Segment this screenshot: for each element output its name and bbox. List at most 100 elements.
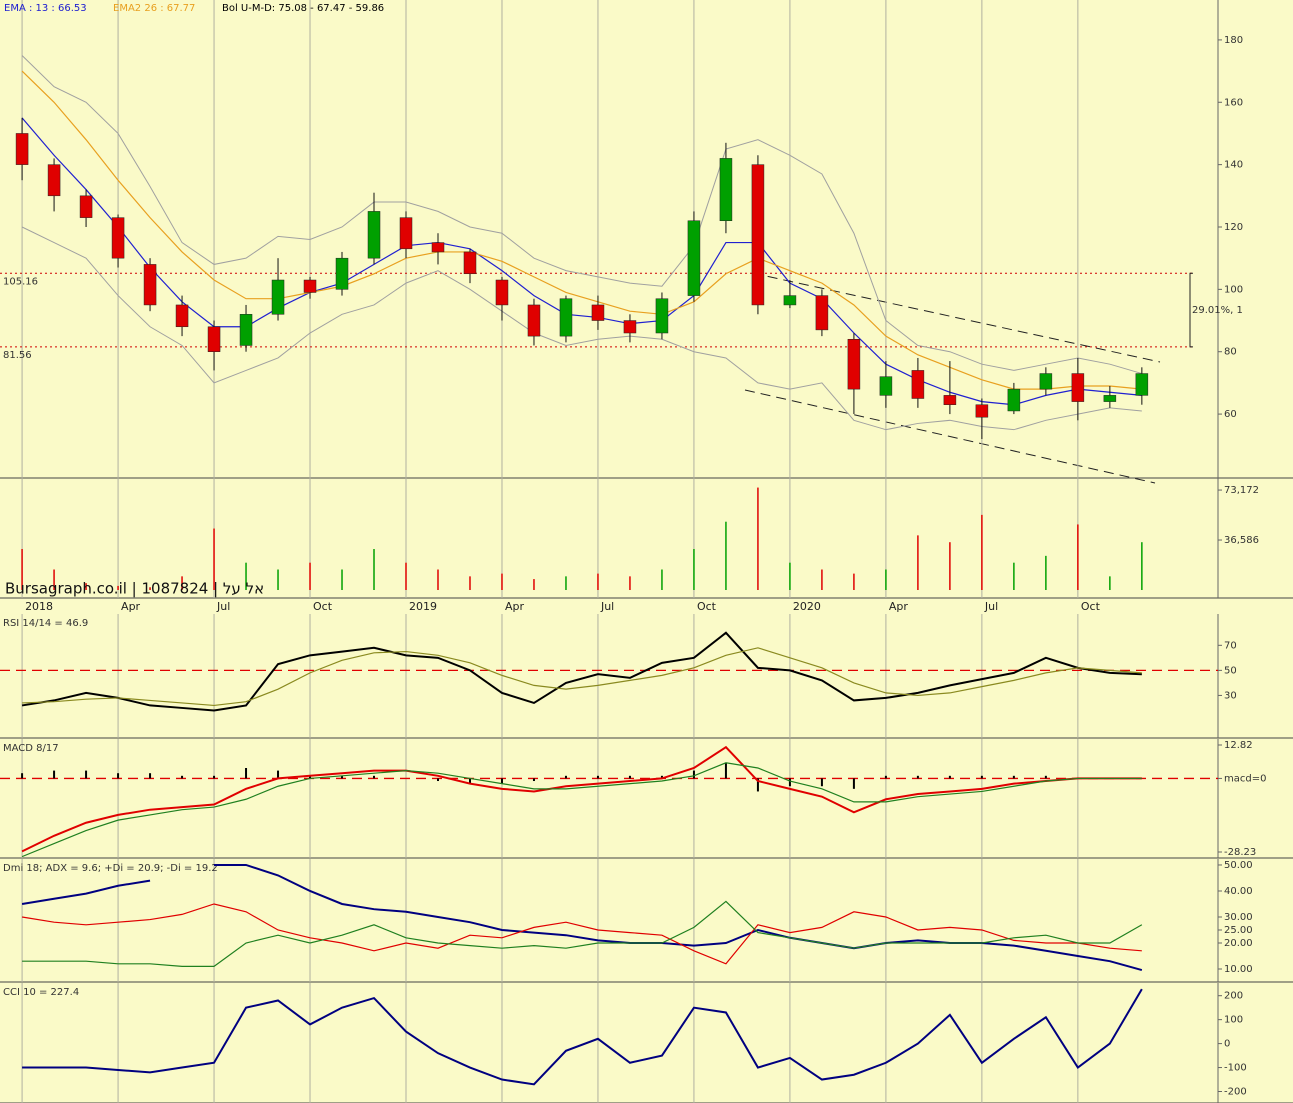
candle-body bbox=[47, 164, 61, 197]
y-tick-label: 30.00 bbox=[1224, 912, 1253, 923]
x-tick-label: Apr bbox=[505, 600, 525, 613]
candle-body bbox=[495, 279, 509, 306]
candle-body bbox=[207, 326, 221, 352]
indicator-line bbox=[21, 631, 1142, 712]
candle-body bbox=[847, 338, 861, 390]
trend-line bbox=[744, 389, 1156, 484]
candle-body bbox=[463, 251, 477, 275]
candle-body bbox=[335, 257, 349, 290]
level-label: 81.56 bbox=[3, 350, 32, 361]
y-tick-label: 25.00 bbox=[1224, 925, 1253, 936]
ema-line bbox=[21, 117, 1142, 406]
candle-body bbox=[975, 404, 989, 418]
y-tick-label: 60 bbox=[1224, 409, 1237, 420]
candle-body bbox=[911, 370, 925, 399]
indicator-line bbox=[21, 762, 1142, 858]
y-tick-label: 140 bbox=[1224, 160, 1243, 171]
candle-body bbox=[1007, 388, 1021, 412]
x-tick-label: Jul bbox=[600, 600, 614, 613]
y-tick-label: 100 bbox=[1224, 284, 1243, 295]
y-tick-label: 73,172 bbox=[1224, 485, 1259, 496]
y-tick-label: -28.23 bbox=[1224, 847, 1256, 858]
x-tick-label: 2018 bbox=[25, 600, 53, 613]
trend-line bbox=[751, 272, 1161, 363]
indicator-line bbox=[21, 879, 151, 905]
annotation: 29.01%, 1 bbox=[1192, 305, 1243, 316]
indicator-line bbox=[214, 863, 1143, 972]
x-tick-label: Apr bbox=[121, 600, 141, 613]
candle-body bbox=[815, 295, 829, 331]
y-tick-label: 20.00 bbox=[1224, 938, 1253, 949]
candle-body bbox=[751, 164, 765, 306]
indicator-line bbox=[22, 900, 1143, 967]
y-tick-label: 40.00 bbox=[1224, 886, 1253, 897]
y-tick-label: -100 bbox=[1224, 1063, 1247, 1074]
panel-title: Dmi 18; ADX = 9.6; +Di = 20.9; -Di = 19.… bbox=[3, 863, 218, 874]
indicator-line bbox=[22, 647, 1142, 707]
level-label: 105.16 bbox=[3, 276, 38, 287]
y-tick-label: 120 bbox=[1224, 222, 1243, 233]
candle-body bbox=[303, 279, 317, 293]
x-tick-label: Jul bbox=[216, 600, 230, 613]
y-tick-label: 200 bbox=[1224, 991, 1243, 1002]
candle-body bbox=[559, 298, 573, 337]
y-tick-label: 36,586 bbox=[1224, 535, 1259, 546]
y-tick-label: 0 bbox=[1224, 1039, 1230, 1050]
candle-body bbox=[1103, 395, 1117, 402]
panel-title: RSI 14/14 = 46.9 bbox=[3, 618, 88, 629]
indicator-line bbox=[21, 903, 1142, 965]
x-tick-label: Oct bbox=[313, 600, 333, 613]
y-tick-label: 160 bbox=[1224, 97, 1243, 108]
candle-body bbox=[1071, 373, 1085, 402]
indicator-line bbox=[21, 745, 1142, 853]
candle-body bbox=[943, 395, 957, 405]
panel-title: MACD 8/17 bbox=[3, 743, 59, 754]
candle-body bbox=[1135, 373, 1149, 396]
candle-body bbox=[527, 304, 541, 337]
legend-entry: EMA : 13 : 66.53 bbox=[4, 3, 87, 14]
x-tick-label: Jul bbox=[984, 600, 998, 613]
x-tick-label: 2019 bbox=[409, 600, 437, 613]
x-tick-label: 2020 bbox=[793, 600, 821, 613]
candle-body bbox=[623, 320, 637, 334]
candle-body bbox=[783, 295, 797, 306]
y-tick-label: 50 bbox=[1224, 665, 1237, 676]
bollinger-upper bbox=[21, 55, 1142, 375]
watermark: Bursagraph.co.il | 1087824 | אל על bbox=[5, 580, 264, 598]
y-tick-label: 12.82 bbox=[1224, 740, 1253, 751]
candle-body bbox=[687, 220, 701, 296]
y-tick-label: 100 bbox=[1224, 1015, 1243, 1026]
x-tick-label: Oct bbox=[1081, 600, 1101, 613]
y-tick-label: 180 bbox=[1224, 35, 1243, 46]
candle-body bbox=[655, 298, 669, 334]
ema-line bbox=[21, 70, 1142, 390]
legend-entry: EMA2 26 : 67.77 bbox=[113, 3, 195, 14]
y-tick-label: 70 bbox=[1224, 640, 1237, 651]
candle-body bbox=[719, 158, 733, 222]
candle-body bbox=[79, 195, 93, 218]
candle-body bbox=[15, 133, 29, 165]
y-tick-label: -200 bbox=[1224, 1087, 1247, 1098]
y-tick-label: macd=0 bbox=[1224, 773, 1266, 784]
y-tick-label: 50.00 bbox=[1224, 860, 1253, 871]
bollinger-lower bbox=[21, 226, 1142, 431]
panel-title: CCI 10 = 227.4 bbox=[3, 987, 79, 998]
candle-body bbox=[431, 242, 445, 253]
candle-body bbox=[239, 314, 253, 346]
candle-body bbox=[143, 264, 157, 306]
indicator-line bbox=[22, 988, 1143, 1086]
candle-body bbox=[1039, 373, 1053, 390]
candle-body bbox=[271, 279, 285, 315]
x-tick-label: Oct bbox=[697, 600, 717, 613]
bracket bbox=[1189, 272, 1193, 348]
y-tick-label: 80 bbox=[1224, 347, 1237, 358]
candle-body bbox=[367, 211, 381, 259]
y-tick-label: 10.00 bbox=[1224, 964, 1253, 975]
candle-body bbox=[591, 304, 605, 321]
y-tick-label: 30 bbox=[1224, 690, 1237, 701]
candle-body bbox=[879, 376, 893, 396]
x-tick-label: Apr bbox=[889, 600, 909, 613]
candle-body bbox=[175, 304, 189, 328]
